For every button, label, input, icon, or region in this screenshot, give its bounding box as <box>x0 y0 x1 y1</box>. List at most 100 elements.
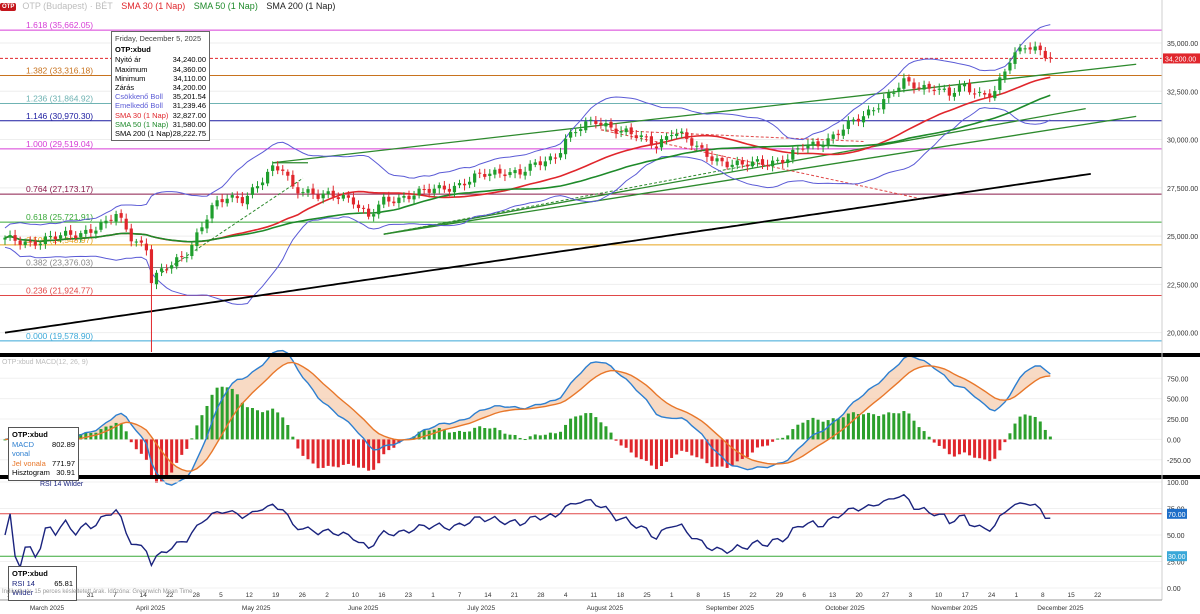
candle-body <box>1018 47 1022 52</box>
candle-body <box>144 243 148 251</box>
x-day-label: 29 <box>776 592 784 599</box>
rsi-band-label: 70.00 <box>1168 512 1186 519</box>
macd-histogram-bar <box>528 436 532 440</box>
x-month-label: May 2025 <box>242 605 271 612</box>
macd-histogram-bar <box>114 422 118 440</box>
macd-box-row: MACD vonal 802.89 <box>12 440 75 459</box>
candle-body <box>1038 45 1042 51</box>
candle-body <box>23 241 27 246</box>
fib-level-label: 0.236 (21,924.77) <box>26 286 93 296</box>
macd-histogram-bar <box>660 439 663 466</box>
macd-histogram-bar <box>99 429 103 440</box>
macd-histogram-bar <box>599 422 603 440</box>
macd-histogram-bar <box>690 439 694 456</box>
candle-body <box>28 241 32 243</box>
candle-body <box>397 197 401 204</box>
x-day-label: 1 <box>431 592 435 599</box>
candle-body <box>260 182 265 186</box>
candle-body <box>750 161 754 167</box>
candle-body <box>705 148 709 157</box>
candle-body <box>917 87 921 89</box>
candle-body <box>84 229 88 234</box>
macd-histogram-bar <box>155 439 158 483</box>
x-day-label: 7 <box>113 592 117 599</box>
sma50-line <box>4 94 1051 243</box>
macd-histogram-bar <box>538 435 542 440</box>
legend-sma30[interactable]: SMA 30 (1 Nap) <box>121 1 186 11</box>
trend-line <box>383 108 1086 235</box>
macd-histogram-bar <box>1033 416 1037 440</box>
candle-body <box>806 144 810 149</box>
macd-histogram-bar <box>84 432 88 440</box>
macd-histogram-bar <box>483 428 487 440</box>
candle-body <box>973 93 977 95</box>
candle-body <box>64 230 68 236</box>
candle-body <box>447 188 451 192</box>
macd-histogram-bar <box>1013 423 1017 440</box>
candle-body <box>851 119 855 122</box>
macd-histogram-bar <box>917 427 921 440</box>
tooltip-row: Csökkenő Boll 35,201.54 <box>115 92 206 101</box>
tooltip-date: Friday, December 5, 2025 <box>115 34 202 43</box>
x-day-label: 18 <box>617 592 625 599</box>
tooltip-label: SMA 30 (1 Nap) <box>115 110 169 120</box>
legend-sma50[interactable]: SMA 50 (1 Nap) <box>193 1 258 11</box>
candle-body <box>523 171 527 176</box>
candle-body <box>13 235 17 241</box>
candle-body <box>104 220 108 224</box>
candle-body <box>553 157 558 159</box>
macd-histogram-bar <box>291 436 295 440</box>
trend-line <box>383 115 1137 235</box>
candle-body <box>922 84 926 90</box>
candle-body <box>892 92 896 94</box>
tooltip-label: Zárás <box>115 83 135 93</box>
x-day-label: 8 <box>1041 592 1045 599</box>
candle-body <box>79 233 83 238</box>
macd-info-box: OTP:xbud MACD vonal 802.89 Jel vonala 771.9… <box>8 427 79 481</box>
macd-histogram-bar <box>776 438 780 440</box>
candle-body <box>291 174 295 187</box>
candle-body <box>639 135 643 137</box>
macd-histogram-bar <box>1023 414 1027 440</box>
macd-histogram-bar <box>165 439 169 479</box>
candle-body <box>407 195 411 200</box>
candle-body <box>644 136 648 138</box>
macd-box-label: Hisztogram <box>12 468 50 477</box>
candle-body <box>33 241 37 246</box>
candle-body <box>978 91 982 93</box>
macd-histogram-bar <box>442 429 446 440</box>
candle-body <box>877 108 881 110</box>
macd-tick-label: 250.00 <box>1167 417 1189 424</box>
candle-body <box>801 148 805 150</box>
macd-histogram-bar <box>680 439 684 451</box>
candle-body <box>659 139 664 148</box>
price-tick-label: 20,000.00 <box>1167 331 1198 338</box>
macd-histogram-bar <box>553 433 557 440</box>
macd-histogram-bar <box>675 439 679 455</box>
macd-histogram-bar <box>266 410 270 440</box>
tooltip-row: Nyitó ár 34,240.00 <box>115 55 206 64</box>
macd-tick-label: 750.00 <box>1167 376 1189 383</box>
legend-sma200[interactable]: SMA 200 (1 Nap) <box>266 1 336 11</box>
candle-body <box>654 146 659 149</box>
macd-histogram-bar <box>351 439 355 466</box>
candle-body <box>1048 57 1052 59</box>
candle-body <box>563 138 568 155</box>
macd-histogram-bar <box>235 394 239 440</box>
macd-histogram-bar <box>740 439 744 459</box>
macd-histogram-bar <box>372 439 376 470</box>
macd-box-label: Jel vonala <box>12 458 46 468</box>
rsi-box-label: RSI 14 Wilder <box>12 578 35 598</box>
rsi-pane-title: RSI 14 Wilder <box>40 481 84 488</box>
candle-body <box>882 99 886 110</box>
x-day-label: 11 <box>590 592 597 599</box>
macd-histogram-bar <box>559 431 562 440</box>
candle-body <box>301 192 305 194</box>
macd-histogram-bar <box>665 439 669 462</box>
ticker-label[interactable]: OTP (Budapest) · BÉT <box>22 1 113 11</box>
candle-body <box>402 195 406 198</box>
macd-histogram-bar <box>856 414 860 440</box>
macd-histogram-bar <box>1043 429 1047 440</box>
macd-histogram-bar <box>922 431 926 440</box>
candle-body <box>276 166 280 171</box>
